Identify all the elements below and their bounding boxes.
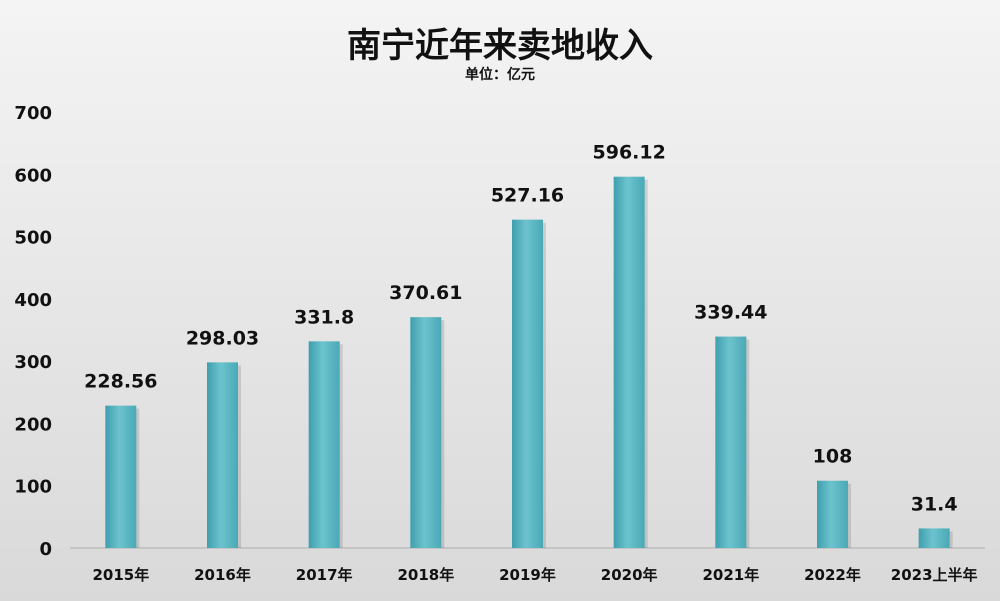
y-tick-label: 100	[14, 477, 52, 498]
bar	[817, 480, 848, 548]
bar	[207, 362, 238, 548]
x-tick-label: 2017年	[296, 566, 353, 584]
x-tick-label: 2016年	[194, 566, 251, 584]
y-tick-label: 300	[14, 352, 52, 373]
bar	[105, 405, 137, 548]
x-tick-label: 2018年	[397, 566, 454, 584]
y-tick-label: 200	[14, 414, 52, 435]
y-tick-label: 700	[14, 103, 52, 124]
bar-series: 228.56 298.03 331.8 370.61 527.16 596.12 339.4…	[84, 142, 958, 548]
bar	[613, 176, 645, 548]
bar	[308, 341, 340, 548]
bar	[512, 219, 543, 548]
bar	[715, 336, 747, 548]
y-tick-label: 500	[14, 228, 52, 249]
y-axis: 0 100 200 300 400 500 600 700	[14, 103, 52, 560]
data-label: 298.03	[186, 327, 259, 349]
x-tick-label: 2019年	[499, 566, 556, 584]
data-label: 339.44	[694, 302, 767, 324]
y-tick-label: 600	[14, 165, 52, 186]
x-tick-label: 2015年	[92, 566, 149, 584]
chart-title: 南宁近年来卖地收入	[347, 26, 653, 66]
x-tick-label: 2021年	[702, 566, 759, 584]
chart-subtitle: 单位：亿元	[465, 67, 535, 83]
x-tick-label: 2023上半年	[891, 566, 978, 584]
data-label: 527.16	[491, 185, 564, 207]
bar	[410, 317, 442, 548]
data-label: 331.8	[294, 306, 354, 328]
data-label: 228.56	[84, 371, 157, 393]
y-tick-label: 400	[14, 290, 52, 311]
data-label: 31.4	[911, 493, 958, 515]
x-tick-label: 2022年	[804, 566, 861, 584]
bar	[918, 528, 950, 548]
x-axis: 2015年 2016年 2017年 2018年 2019年 2020年 2021年 2022年…	[92, 566, 977, 584]
data-label: 596.12	[593, 142, 666, 164]
data-label: 108	[813, 446, 853, 468]
y-tick-label: 0	[39, 539, 52, 560]
x-tick-label: 2020年	[601, 566, 658, 584]
data-label: 370.61	[389, 282, 462, 304]
